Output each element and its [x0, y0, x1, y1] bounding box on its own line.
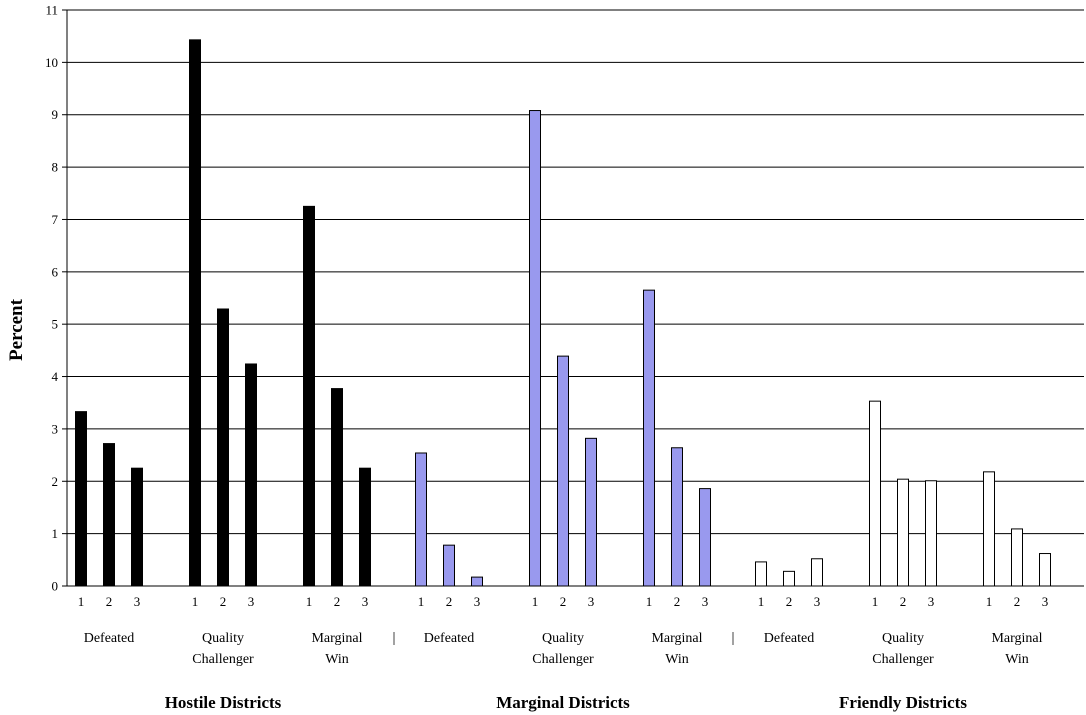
category-label: Marginal: [311, 631, 362, 646]
y-tick-label: 1: [52, 526, 59, 541]
category-label: Marginal: [991, 631, 1042, 646]
y-tick-label: 7: [52, 212, 59, 227]
bar: [217, 308, 229, 587]
bar-number-label: 1: [306, 594, 313, 609]
bar: [443, 544, 455, 587]
bar: [755, 561, 767, 587]
bar-number-label: 1: [758, 594, 765, 609]
bar: [75, 411, 87, 587]
bar-number-label: 3: [814, 594, 821, 609]
bar: [1011, 528, 1023, 587]
bar: [811, 558, 823, 587]
y-axis-label: Percent: [6, 298, 27, 361]
category-label: Challenger: [532, 652, 594, 667]
bar: [897, 478, 909, 587]
category-label: Challenger: [192, 652, 254, 667]
group-separator: |: [731, 630, 734, 646]
category-label: Win: [665, 652, 689, 667]
bar: [699, 488, 711, 587]
category-label: Win: [1005, 652, 1029, 667]
category-label: Quality: [882, 631, 924, 646]
category-label: Defeated: [424, 631, 475, 646]
bar-number-label: 3: [702, 594, 709, 609]
bar: [671, 447, 683, 587]
bar-number-label: 1: [646, 594, 653, 609]
bar: [529, 110, 541, 587]
y-tick-label: 0: [52, 579, 59, 594]
bar-number-label: 2: [560, 594, 567, 609]
y-tick-label: 3: [52, 421, 59, 436]
bar-number-label: 2: [220, 594, 227, 609]
y-tick-label: 6: [52, 264, 59, 279]
bar-number-label: 3: [588, 594, 595, 609]
group-separator: |: [392, 630, 395, 646]
bar: [1039, 553, 1051, 587]
bar: [331, 388, 343, 587]
y-tick-label: 11: [45, 3, 58, 18]
bar: [783, 570, 795, 587]
bar: [303, 205, 315, 587]
y-tick-label: 8: [52, 160, 59, 175]
bar: [471, 576, 483, 587]
bar-number-label: 3: [362, 594, 369, 609]
y-tick-label: 9: [52, 107, 59, 122]
bar: [103, 443, 115, 587]
bar: [131, 467, 143, 587]
group-label: Friendly Districts: [839, 693, 967, 712]
bar-number-label: 1: [192, 594, 199, 609]
category-label: Win: [325, 652, 349, 667]
category-label: Quality: [202, 631, 244, 646]
bar: [585, 437, 597, 587]
bars: [75, 39, 1051, 587]
bar-number-label: 3: [928, 594, 935, 609]
y-axis-ticks: 0 1 2 3 4 5 6 7 8 9 10 11: [45, 3, 67, 594]
bar-number-label: 1: [532, 594, 539, 609]
bar: [925, 480, 937, 587]
y-tick-label: 5: [52, 317, 59, 332]
bar-number-label: 2: [674, 594, 681, 609]
category-label: Quality: [542, 631, 584, 646]
category-label: Defeated: [764, 631, 815, 646]
bar: [189, 39, 201, 587]
bar-number-label: 2: [1014, 594, 1021, 609]
bar-number-label: 3: [1042, 594, 1049, 609]
bar-number-label: 1: [78, 594, 85, 609]
group-label: Marginal Districts: [496, 693, 630, 712]
category-label: Challenger: [872, 652, 934, 667]
category-label: Marginal: [651, 631, 702, 646]
bar: [415, 452, 427, 587]
bar: [245, 363, 257, 587]
bar: [557, 355, 569, 587]
category-label: Defeated: [84, 631, 135, 646]
bar-number-label: 2: [786, 594, 793, 609]
gridlines: [67, 9, 1084, 587]
bar-number-label: 1: [872, 594, 879, 609]
y-tick-label: 10: [45, 55, 58, 70]
bar-number-label: 2: [900, 594, 907, 609]
bar-number-label: 2: [334, 594, 341, 609]
bar-number-label: 1: [418, 594, 425, 609]
bar-number-label: 1: [986, 594, 993, 609]
bar: [869, 400, 881, 587]
bar-number-label: 2: [446, 594, 453, 609]
y-tick-label: 2: [52, 474, 59, 489]
bar-number-label: 2: [106, 594, 113, 609]
bar: [983, 471, 995, 587]
y-tick-label: 4: [52, 369, 59, 384]
bar: [643, 289, 655, 587]
group-label: Hostile Districts: [165, 693, 282, 712]
bar-number-label: 3: [248, 594, 255, 609]
bar: [359, 467, 371, 587]
x-axis-labels: 1 2 3 Defeated 1 2 3 Quality Challenger 1 2 3 Margin…: [78, 594, 1049, 712]
bar-number-label: 3: [474, 594, 481, 609]
bar-number-label: 3: [134, 594, 141, 609]
